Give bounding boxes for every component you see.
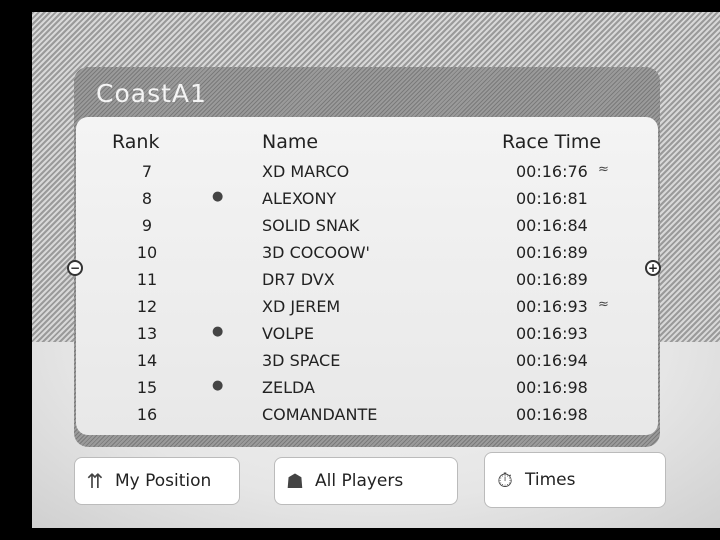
table-row[interactable]: 16 COMANDANTE 00:16:98 (76, 402, 658, 429)
crowd-arrows-icon: ⇈ (86, 469, 104, 493)
time-cell: 00:16:89 (516, 270, 588, 289)
name-cell: ALEXONY (262, 189, 337, 208)
table-row[interactable]: 15 ● ZELDA 00:16:98 (76, 375, 658, 402)
times-button[interactable]: ⏱ Times (484, 452, 666, 508)
time-cell: 00:16:76 (516, 162, 588, 181)
all-players-label: All Players (315, 471, 404, 491)
time-cell: 00:16:93 (516, 297, 588, 316)
rank-cell: 14 (136, 351, 158, 370)
time-cell: 00:16:89 (516, 243, 588, 262)
time-cell: 00:16:94 (516, 351, 588, 370)
rank-cell: 10 (136, 243, 158, 262)
game-screen: CoastA1 Rank Name Race Time 7 XD MARCO 00:… (32, 12, 720, 528)
leaderboard-list: Rank Name Race Time 7 XD MARCO 00:16:76 ≈8 ●… (76, 117, 658, 435)
table-row[interactable]: 9 SOLID SNAK 00:16:84 (76, 213, 658, 240)
table-row[interactable]: 12 XD JEREM 00:16:93 ≈ (76, 294, 658, 321)
time-cell: 00:16:81 (516, 189, 588, 208)
rank-cell: 7 (141, 162, 153, 181)
course-title: CoastA1 (96, 79, 207, 108)
name-cell: COMANDANTE (262, 405, 378, 424)
name-cell: DR7 DVX (262, 270, 335, 289)
time-cell: 00:16:98 (516, 405, 588, 424)
rank-cell: 15 (136, 378, 158, 397)
character-head-icon: ● (212, 378, 224, 393)
table-row[interactable]: 11 DR7 DVX 00:16:89 (76, 267, 658, 294)
leaderboard-panel: CoastA1 Rank Name Race Time 7 XD MARCO 00:… (74, 67, 660, 447)
name-cell: XD JEREM (262, 297, 341, 316)
rank-cell: 13 (136, 324, 158, 343)
name-cell: 3D COCOOW' (262, 243, 370, 262)
rank-cell: 11 (136, 270, 158, 289)
name-cell: 3D SPACE (262, 351, 341, 370)
character-head-icon: ● (212, 189, 224, 204)
name-cell: SOLID SNAK (262, 216, 360, 235)
table-row[interactable]: 7 XD MARCO 00:16:76 ≈ (76, 159, 658, 186)
name-cell: XD MARCO (262, 162, 350, 181)
rank-cell: 16 (136, 405, 158, 424)
table-row[interactable]: 8 ● ALEXONY 00:16:81 (76, 186, 658, 213)
table-row[interactable]: 10 3D COCOOW' 00:16:89 (76, 240, 658, 267)
rank-cell: 8 (141, 189, 153, 208)
character-head-icon: ● (212, 324, 224, 339)
my-position-button[interactable]: ⇈ My Position (74, 457, 240, 505)
my-position-label: My Position (115, 471, 212, 491)
rank-cell: 9 (141, 216, 153, 235)
previous-page-button[interactable]: − (62, 248, 88, 288)
time-cell: 00:16:84 (516, 216, 588, 235)
name-cell: VOLPE (262, 324, 314, 343)
table-row[interactable]: 13 ● VOLPE 00:16:93 (76, 321, 658, 348)
times-label: Times (525, 470, 576, 490)
rank-cell: 12 (136, 297, 158, 316)
rank-header: Rank (112, 131, 160, 153)
table-row[interactable]: 14 3D SPACE 00:16:94 (76, 348, 658, 375)
time-cell: 00:16:98 (516, 378, 588, 397)
name-cell: ZELDA (262, 378, 315, 397)
next-page-button[interactable]: + (640, 248, 666, 288)
plus-icon: + (645, 260, 661, 276)
stopwatch-icon: ⏱ (497, 468, 513, 492)
all-players-button[interactable]: ☗ All Players (274, 457, 458, 505)
minus-icon: − (67, 260, 83, 276)
crowd-icon: ☗ (286, 469, 304, 493)
name-header: Name (262, 131, 319, 153)
kart-icon: ≈ (598, 297, 609, 312)
time-header: Race Time (502, 131, 602, 153)
time-cell: 00:16:93 (516, 324, 588, 343)
kart-icon: ≈ (598, 162, 609, 177)
